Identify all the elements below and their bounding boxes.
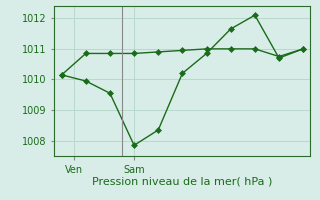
X-axis label: Pression niveau de la mer( hPa ): Pression niveau de la mer( hPa ) [92, 176, 273, 186]
